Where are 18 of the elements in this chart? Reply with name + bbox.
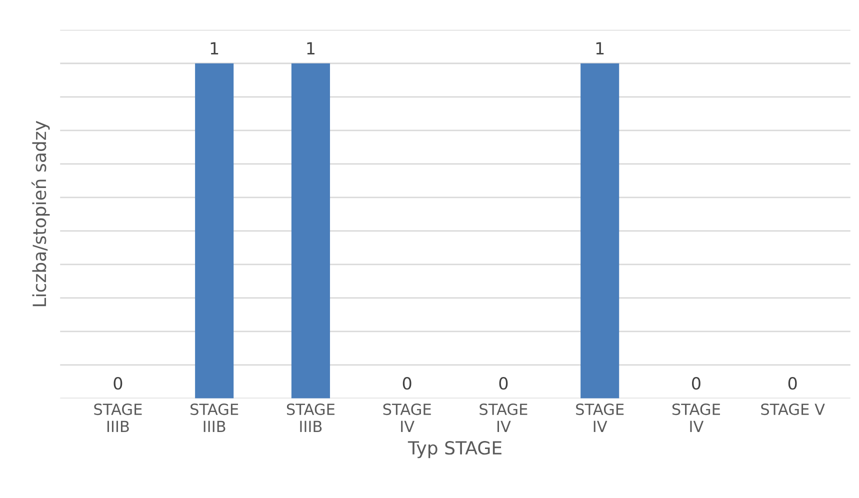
x-tick-label: STAGE IV bbox=[480, 404, 528, 432]
data-label: 0 bbox=[402, 377, 412, 390]
x-tick-label: STAGE IIIB bbox=[190, 404, 238, 432]
y-axis-title: Liczba/stopień sadzy bbox=[32, 120, 50, 306]
data-label: 1 bbox=[210, 42, 218, 54]
data-label: 0 bbox=[788, 377, 797, 390]
data-label: 0 bbox=[692, 377, 700, 390]
data-label: 1 bbox=[307, 42, 314, 54]
x-tick-label: STAGE IV bbox=[576, 404, 624, 432]
data-label: 0 bbox=[499, 377, 508, 390]
x-tick-label: STAGE IIIB bbox=[286, 404, 334, 432]
data-label: 0 bbox=[114, 377, 122, 390]
x-axis-title: Typ STAGE bbox=[408, 441, 502, 458]
x-tick-label: STAGE IV bbox=[383, 404, 431, 432]
x-tick-label: STAGE IIIB bbox=[94, 404, 142, 432]
x-tick-label: STAGE IV bbox=[672, 404, 720, 432]
x-tick-label: STAGE V bbox=[761, 404, 825, 416]
data-label: 1 bbox=[596, 42, 604, 54]
